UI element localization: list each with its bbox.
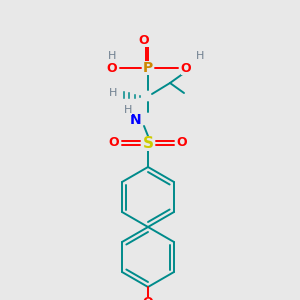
Text: O: O — [143, 296, 153, 300]
Text: O: O — [177, 136, 187, 149]
Text: H: H — [109, 88, 117, 98]
Text: N: N — [130, 113, 142, 127]
Text: H: H — [108, 51, 116, 61]
Text: H: H — [196, 51, 204, 61]
Text: O: O — [109, 136, 119, 149]
Text: H: H — [124, 105, 132, 115]
Text: O: O — [107, 61, 117, 74]
Text: S: S — [142, 136, 154, 151]
Text: O: O — [181, 61, 191, 74]
Text: O: O — [139, 34, 149, 46]
Text: P: P — [143, 61, 153, 75]
